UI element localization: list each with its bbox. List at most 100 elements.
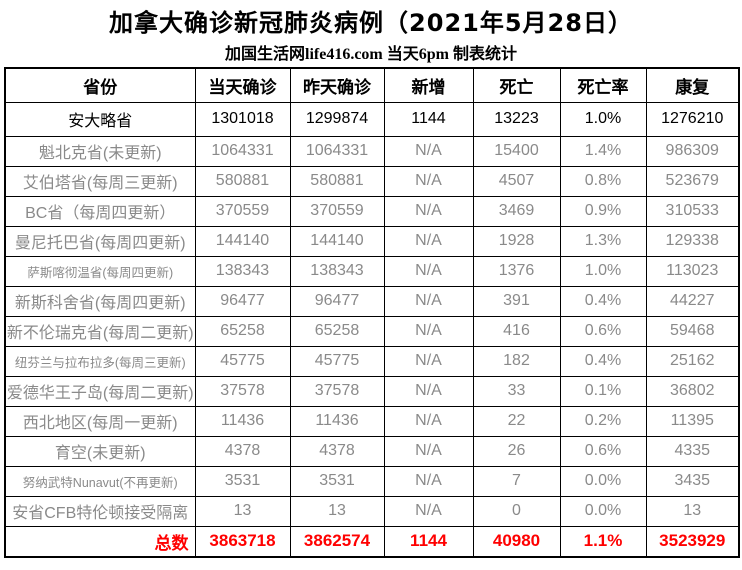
cell-new: N/A: [383, 345, 474, 377]
table-row-quebec: 魁北克省(未更新) 1064331 1064331 N/A 15400 1.4%…: [4, 135, 740, 167]
cell-today: 144140: [194, 225, 291, 257]
cell-recovered: 4335: [645, 435, 740, 467]
cell-yesterday: 1064331: [289, 135, 385, 167]
col-header-today: 当天确诊: [194, 67, 291, 103]
table-header-row: 省份 当天确诊 昨天确诊 新增 死亡 死亡率 康复: [4, 67, 740, 103]
cell-today: 96477: [194, 285, 291, 317]
cell-death-rate: 1.3%: [559, 225, 647, 257]
cell-new: N/A: [383, 225, 474, 257]
cell-yesterday: 138343: [289, 255, 385, 287]
cell-total-today: 3863718: [194, 525, 291, 558]
cell-recovered: 59468: [645, 315, 740, 347]
cell-death-rate: 0.9%: [559, 195, 647, 227]
cell-recovered: 25162: [645, 345, 740, 377]
cell-today: 11436: [194, 405, 291, 437]
cell-yesterday: 3531: [289, 465, 385, 497]
cell-yesterday: 37578: [289, 375, 385, 407]
cell-deaths: 26: [472, 435, 561, 467]
cell-new: N/A: [383, 165, 474, 197]
cell-province: 西北地区(每周一更新): [4, 405, 196, 437]
cell-deaths: 13223: [472, 101, 561, 137]
cell-death-rate: 0.8%: [559, 165, 647, 197]
cell-province: 努纳武特Nunavut(不再更新): [4, 465, 196, 497]
col-header-yesterday: 昨天确诊: [289, 67, 385, 103]
cell-recovered: 11395: [645, 405, 740, 437]
cell-today: 138343: [194, 255, 291, 287]
cell-total-death-rate: 1.1%: [559, 525, 647, 558]
table-row-saskatchewan: 萨斯喀彻温省(每周四更新) 138343 138343 N/A 1376 1.0…: [4, 255, 740, 287]
cell-deaths: 3469: [472, 195, 561, 227]
cell-death-rate: 0.0%: [559, 465, 647, 497]
cell-new: N/A: [383, 195, 474, 227]
covid-stats-table: 省份 当天确诊 昨天确诊 新增 死亡 死亡率 康复 安大略省 1301018 1…: [4, 67, 740, 558]
table-row-new-brunswick: 新不伦瑞克省(每周二更新) 65258 65258 N/A 416 0.6% 5…: [4, 315, 740, 347]
cell-recovered: 1276210: [645, 101, 740, 137]
cell-yesterday: 370559: [289, 195, 385, 227]
table-row-cfb-trenton: 安省CFB特伦顿接受隔离 13 13 N/A 0 0.0% 13: [4, 495, 740, 527]
cell-yesterday: 580881: [289, 165, 385, 197]
cell-deaths: 15400: [472, 135, 561, 167]
cell-deaths: 416: [472, 315, 561, 347]
cell-recovered: 13: [645, 495, 740, 527]
table-row-alberta: 艾伯塔省(每周三更新) 580881 580881 N/A 4507 0.8% …: [4, 165, 740, 197]
cell-total-new: 1144: [383, 525, 474, 558]
cell-today: 13: [194, 495, 291, 527]
table-row-nova-scotia: 新斯科舍省(每周四更新) 96477 96477 N/A 391 0.4% 44…: [4, 285, 740, 317]
cell-yesterday: 13: [289, 495, 385, 527]
col-header-recovered: 康复: [645, 67, 740, 103]
cell-new: N/A: [383, 435, 474, 467]
cell-death-rate: 1.0%: [559, 255, 647, 287]
cell-yesterday: 11436: [289, 405, 385, 437]
cell-death-rate: 0.1%: [559, 375, 647, 407]
cell-province: 新不伦瑞克省(每周二更新): [4, 315, 196, 347]
cell-deaths: 391: [472, 285, 561, 317]
cell-today: 37578: [194, 375, 291, 407]
cell-province: 育空(未更新): [4, 435, 196, 467]
cell-deaths: 1928: [472, 225, 561, 257]
cell-deaths: 1376: [472, 255, 561, 287]
cell-today: 3531: [194, 465, 291, 497]
cell-today: 580881: [194, 165, 291, 197]
cell-new: N/A: [383, 375, 474, 407]
cell-new: N/A: [383, 285, 474, 317]
col-header-province: 省份: [4, 67, 196, 103]
cell-death-rate: 0.6%: [559, 315, 647, 347]
cell-yesterday: 65258: [289, 315, 385, 347]
col-header-death-rate: 死亡率: [559, 67, 647, 103]
cell-recovered: 113023: [645, 255, 740, 287]
cell-new: N/A: [383, 405, 474, 437]
cell-province: 安大略省: [4, 101, 196, 137]
table-row-nwt: 西北地区(每周一更新) 11436 11436 N/A 22 0.2% 1139…: [4, 405, 740, 437]
cell-deaths: 0: [472, 495, 561, 527]
cell-province: 艾伯塔省(每周三更新): [4, 165, 196, 197]
cell-today: 1301018: [194, 101, 291, 137]
cell-new: N/A: [383, 315, 474, 347]
cell-deaths: 33: [472, 375, 561, 407]
cell-recovered: 310533: [645, 195, 740, 227]
cell-province: 爱德华王子岛(每周二更新): [4, 375, 196, 407]
cell-death-rate: 0.6%: [559, 435, 647, 467]
cell-today: 1064331: [194, 135, 291, 167]
cell-today: 370559: [194, 195, 291, 227]
cell-death-rate: 1.4%: [559, 135, 647, 167]
cell-province: 纽芬兰与拉布拉多(每周三更新): [4, 345, 196, 377]
table-row-pei: 爱德华王子岛(每周二更新) 37578 37578 N/A 33 0.1% 36…: [4, 375, 740, 407]
cell-death-rate: 0.0%: [559, 495, 647, 527]
cell-death-rate: 0.4%: [559, 285, 647, 317]
cell-yesterday: 144140: [289, 225, 385, 257]
page-subtitle: 加国生活网life416.com 当天6pm 制表统计: [225, 46, 517, 63]
cell-recovered: 986309: [645, 135, 740, 167]
cell-province: BC省（每周四更新）: [4, 195, 196, 227]
table-row-yukon: 育空(未更新) 4378 4378 N/A 26 0.6% 4335: [4, 435, 740, 467]
cell-new: N/A: [383, 135, 474, 167]
cell-new: N/A: [383, 255, 474, 287]
cell-today: 65258: [194, 315, 291, 347]
table-row-manitoba: 曼尼托巴省(每周四更新) 144140 144140 N/A 1928 1.3%…: [4, 225, 740, 257]
table-row-bc: BC省（每周四更新） 370559 370559 N/A 3469 0.9% 3…: [4, 195, 740, 227]
cell-total-recovered: 3523929: [645, 525, 740, 558]
cell-today: 45775: [194, 345, 291, 377]
cell-recovered: 44227: [645, 285, 740, 317]
cell-deaths: 4507: [472, 165, 561, 197]
table-row-nunavut: 努纳武特Nunavut(不再更新) 3531 3531 N/A 7 0.0% 3…: [4, 465, 740, 497]
